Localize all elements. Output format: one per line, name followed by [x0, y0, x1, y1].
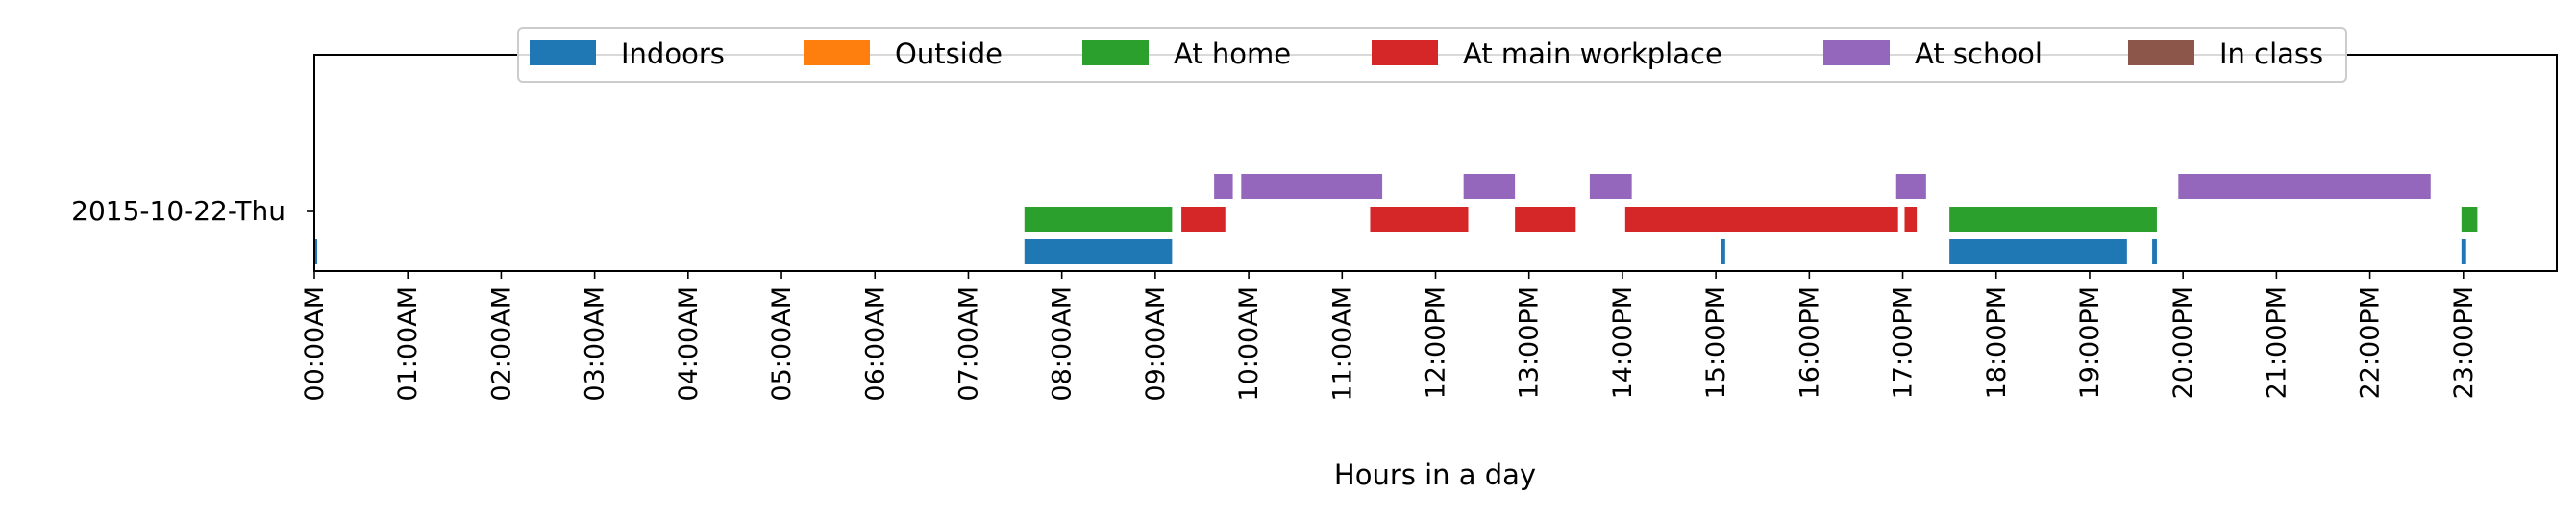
legend: Indoors Outside At home At main workplace At…	[517, 27, 2347, 83]
x-tick-label: 05:00AM	[767, 286, 797, 402]
legend-label: Outside	[895, 37, 1003, 70]
legend-label: Indoors	[621, 37, 725, 70]
legend-swatch	[1372, 40, 1438, 65]
legend-label: In class	[2219, 37, 2323, 70]
x-tick-label: 19:00PM	[2075, 286, 2105, 399]
x-tick-label: 14:00PM	[1608, 286, 1638, 399]
x-tick-label: 11:00AM	[1327, 286, 1357, 402]
y-axis: 2015-10-22-Thu	[71, 195, 314, 227]
x-axis: 00:00AM 01:00AM 02:00AM 03:00AM 04:00AM 05:00…	[300, 271, 2479, 402]
x-tick-label: 07:00AM	[954, 286, 983, 402]
legend-label: At main workplace	[1463, 37, 1722, 70]
bar-at-main-workplace	[1624, 207, 1898, 232]
x-tick-label: 00:00AM	[300, 286, 330, 402]
x-tick-label: 10:00AM	[1234, 286, 1264, 402]
bar-indoors	[2461, 239, 2466, 264]
x-tick-label: 21:00PM	[2262, 286, 2291, 399]
bar-at-school	[1895, 174, 1926, 199]
legend-label: At home	[1174, 37, 1291, 70]
bar-at-school	[1589, 174, 1632, 199]
x-tick-label: 01:00AM	[393, 286, 423, 402]
bar-at-school	[2178, 174, 2431, 199]
bar-at-school	[1241, 174, 1383, 199]
x-tick-label: 17:00PM	[1889, 286, 1919, 399]
x-tick-label: 06:00AM	[860, 286, 890, 402]
x-tick-label: 12:00PM	[1422, 286, 1451, 399]
x-tick-label: 15:00PM	[1701, 286, 1731, 399]
bars-layer	[314, 174, 2478, 264]
x-tick-label: 18:00PM	[1982, 286, 2012, 399]
legend-swatch	[1823, 40, 1890, 65]
legend-swatch	[530, 40, 596, 65]
x-tick-label: 08:00AM	[1048, 286, 1077, 402]
bar-indoors	[314, 239, 317, 264]
bar-at-school	[1214, 174, 1233, 199]
x-tick-label: 13:00PM	[1515, 286, 1545, 399]
x-tick-label: 04:00AM	[674, 286, 704, 402]
bar-at-home	[2461, 207, 2478, 232]
legend-swatch	[804, 40, 870, 65]
bar-at-main-workplace	[1515, 207, 1576, 232]
x-tick-label: 09:00AM	[1141, 286, 1171, 402]
bar-at-main-workplace	[1181, 207, 1226, 232]
bar-at-main-workplace	[1370, 207, 1469, 232]
x-tick-label: 02:00AM	[486, 286, 516, 402]
x-axis-label: Hours in a day	[1334, 458, 1536, 491]
x-tick-label: 22:00PM	[2356, 286, 2386, 399]
x-tick-label: 16:00PM	[1795, 286, 1824, 399]
bar-indoors	[1949, 239, 2127, 264]
bar-at-school	[1463, 174, 1516, 199]
y-tick-label: 2015-10-22-Thu	[71, 195, 285, 227]
legend-swatch	[2128, 40, 2194, 65]
x-tick-label: 03:00AM	[581, 286, 610, 402]
x-tick-label: 20:00PM	[2168, 286, 2198, 399]
x-tick-label: 23:00PM	[2449, 286, 2479, 399]
bar-at-main-workplace	[1904, 207, 1918, 232]
legend-swatch	[1082, 40, 1149, 65]
bar-indoors	[1024, 239, 1173, 264]
bar-at-home	[1949, 207, 2157, 232]
legend-label: At school	[1915, 37, 2043, 70]
bar-indoors	[2152, 239, 2157, 264]
bar-at-home	[1024, 207, 1173, 232]
bar-indoors	[1720, 239, 1725, 264]
